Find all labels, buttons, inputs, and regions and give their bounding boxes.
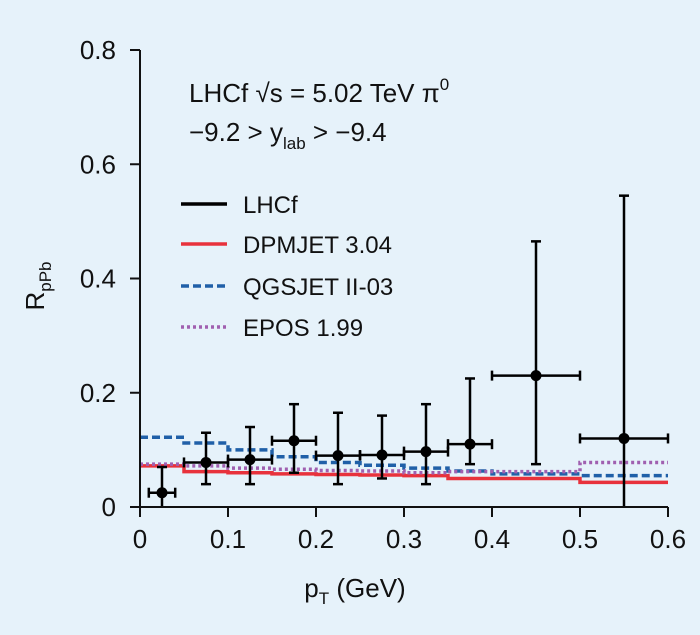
y-tick-label-2: 0.4	[80, 264, 116, 294]
step-series-1	[140, 435, 668, 478]
data-marker	[332, 450, 344, 462]
data-point-7	[446, 377, 494, 466]
y-tick-label-3: 0.6	[80, 149, 116, 179]
legend-entry-3: EPOS 1.99	[181, 315, 363, 342]
annotation-line2: −9.2 > ylab > −9.4	[189, 117, 387, 153]
data-point-3	[270, 402, 318, 474]
data-marker	[376, 449, 388, 461]
data-marker	[244, 454, 256, 466]
model-curves	[140, 435, 668, 485]
y-tick-label-4: 0.8	[80, 35, 116, 65]
data-marker	[420, 446, 432, 458]
step-series-0	[140, 464, 668, 485]
legend-entry-0: LHCf	[181, 192, 298, 219]
annotation-line1: LHCf √s = 5.02 TeV π0	[189, 75, 449, 108]
x-tick-label-1: 0.1	[210, 524, 246, 554]
data-point-4	[314, 411, 362, 486]
legend-label: QGSJET II-03	[243, 274, 393, 301]
step-series-2	[140, 460, 668, 475]
y-tick-label-1: 0.2	[80, 378, 116, 408]
data-marker	[530, 370, 542, 382]
data-marker	[618, 432, 630, 444]
x-tick-label-4: 0.4	[474, 524, 510, 554]
x-tick-label-5: 0.5	[562, 524, 598, 554]
data-marker	[288, 435, 300, 447]
data-points	[147, 194, 670, 507]
data-point-0	[147, 465, 177, 507]
legend-entry-2: QGSJET II-03	[181, 274, 393, 301]
legend-label: LHCf	[243, 192, 298, 219]
x-axis-title: pT (GeV)	[304, 573, 405, 608]
legend-label: EPOS 1.99	[243, 315, 363, 342]
legend-label: DPMJET 3.04	[243, 232, 392, 259]
data-point-9	[578, 194, 670, 507]
legend: LHCf DPMJET 3.04 QGSJET II-03 EPOS 1.99	[181, 192, 393, 342]
x-tick-label-3: 0.3	[386, 524, 422, 554]
legend-entry-1: DPMJET 3.04	[181, 232, 392, 259]
data-marker	[464, 438, 476, 450]
data-marker	[156, 487, 168, 499]
y-tick-label-0: 0	[102, 492, 116, 522]
data-marker	[200, 456, 212, 468]
data-point-2	[226, 425, 274, 486]
ticks: 0 0.1 0.2 0.3 0.4 0.5 0.6 0 0.2 0.4 0.6 0.8	[80, 35, 686, 554]
x-tick-label-6: 0.6	[650, 524, 686, 554]
x-tick-label-2: 0.2	[298, 524, 334, 554]
y-axis-title: RpPb	[20, 261, 55, 310]
x-tick-label-0: 0	[133, 524, 147, 554]
data-point-8	[490, 240, 582, 466]
